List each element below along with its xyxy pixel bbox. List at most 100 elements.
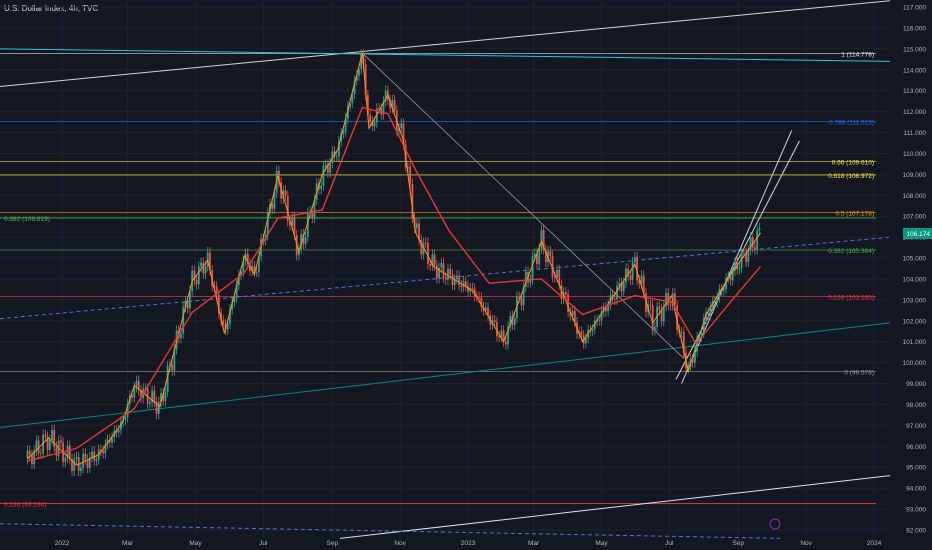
trend-line-cyan xyxy=(0,48,891,62)
candle-body xyxy=(224,323,227,330)
candle-body xyxy=(286,195,289,222)
candle-body xyxy=(756,230,759,250)
candle-body xyxy=(326,164,329,173)
x-axis-tick-label: May xyxy=(189,540,202,547)
candle-body xyxy=(88,457,91,468)
candle-body xyxy=(384,90,387,102)
candle-body xyxy=(667,293,670,305)
candle-body xyxy=(235,284,238,298)
candle-body xyxy=(104,444,107,454)
candle-body xyxy=(447,268,449,280)
candle-body xyxy=(629,275,632,280)
candle-body xyxy=(518,296,521,298)
candle-body xyxy=(135,380,138,388)
candle-body xyxy=(524,271,527,287)
candle-body xyxy=(520,297,523,306)
symbol-title[interactable]: U.S. Dollar Index, 4h, TVC xyxy=(4,4,99,13)
candle-body xyxy=(137,380,140,391)
candle-body xyxy=(364,64,367,96)
candle-body xyxy=(246,253,249,264)
candle-body xyxy=(189,291,191,309)
candle-body xyxy=(702,318,705,333)
candle-body xyxy=(722,288,725,291)
candle-body xyxy=(607,304,610,312)
candle-body xyxy=(28,450,31,455)
candle-body xyxy=(84,453,87,460)
y-axis-tick-label: 108.000 xyxy=(903,193,927,200)
candle-body xyxy=(653,327,656,331)
x-axis-tick-label: Jul xyxy=(665,540,674,547)
candle-body xyxy=(160,393,162,402)
candle-body xyxy=(237,274,240,285)
x-axis-tick-label: Mar xyxy=(122,540,134,547)
candle-body xyxy=(151,390,153,403)
y-axis-tick-label: 116.000 xyxy=(903,25,926,32)
candle-body xyxy=(435,265,438,279)
candle-body xyxy=(418,223,420,241)
candle-body xyxy=(529,279,532,283)
candle-body xyxy=(409,166,412,184)
candle-body xyxy=(331,151,334,163)
candle-body xyxy=(496,321,498,337)
y-axis-tick-label: 114.000 xyxy=(903,67,926,74)
candle-body xyxy=(164,391,167,401)
candle-body xyxy=(549,251,552,256)
x-axis-tick-label: Sep xyxy=(733,540,745,547)
candle-body xyxy=(353,80,356,95)
candle-body xyxy=(302,234,305,244)
candle-body xyxy=(200,262,202,267)
candle-body xyxy=(355,75,358,81)
candle-body xyxy=(471,287,474,289)
candle-body xyxy=(662,306,665,322)
candle-body xyxy=(360,54,363,70)
candle-body xyxy=(571,310,574,316)
candle-body xyxy=(64,457,67,462)
candle-body xyxy=(369,114,372,122)
candle-body xyxy=(500,330,503,338)
candle-body xyxy=(411,183,414,219)
y-axis-tick-label: 113.000 xyxy=(903,88,926,95)
y-axis-tick-label: 111.000 xyxy=(903,130,926,137)
candle-body xyxy=(222,320,225,324)
y-axis-tick-label: 109.000 xyxy=(903,172,927,179)
candle-body xyxy=(400,123,403,129)
candle-body xyxy=(544,249,547,263)
fib-level-label: 0.66 (109.610) xyxy=(832,160,874,167)
y-axis-tick-label: 92.000 xyxy=(906,528,926,535)
candle-body xyxy=(731,271,734,281)
y-axis-tick-label: 103.000 xyxy=(903,297,927,304)
candle-body xyxy=(186,301,189,309)
y-axis-tick-label: 110.000 xyxy=(903,151,926,158)
current-price-label: 106.174 xyxy=(907,231,931,238)
candle-body xyxy=(691,359,694,363)
candle-body xyxy=(155,401,158,414)
candle-body xyxy=(371,121,374,127)
candle-body xyxy=(240,272,242,275)
candle-body xyxy=(26,450,29,459)
candle-body xyxy=(148,402,151,404)
candle-body xyxy=(95,459,98,461)
candle-body xyxy=(415,223,418,228)
candle-body xyxy=(658,306,661,310)
x-axis-tick-label: Nov xyxy=(394,540,406,547)
y-axis-tick-label: 99.000 xyxy=(906,381,926,388)
candle-body xyxy=(358,69,360,76)
candle-body xyxy=(438,267,440,279)
candle-body xyxy=(551,255,554,278)
x-axis-tick-label: Jul xyxy=(259,540,268,547)
candle-body xyxy=(284,190,287,196)
candle-body xyxy=(273,192,276,209)
candle-body xyxy=(556,269,558,278)
candle-body xyxy=(206,252,209,267)
candle-body xyxy=(502,330,505,342)
candle-body xyxy=(398,128,400,132)
candle-body xyxy=(362,54,365,65)
rising-channel-lower xyxy=(675,140,800,380)
candle-body xyxy=(591,329,594,332)
candle-body xyxy=(613,299,616,300)
candle-body xyxy=(694,351,696,363)
candle-body xyxy=(168,364,171,367)
candle-body xyxy=(35,440,38,451)
